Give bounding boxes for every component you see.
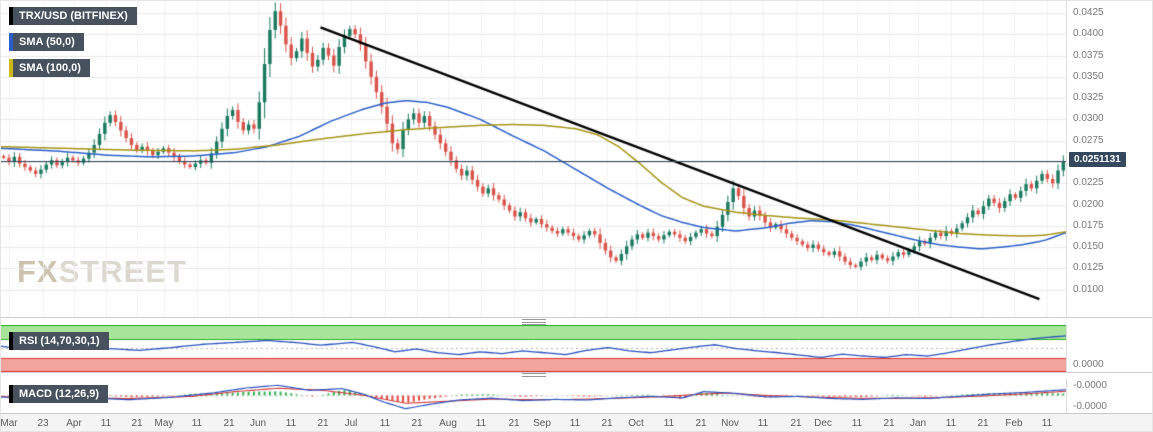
- time-tick-label: 21: [411, 418, 423, 429]
- rsi-axis[interactable]: 0.0000: [1066, 325, 1152, 372]
- time-tick-label: Nov: [721, 418, 739, 429]
- macd-legend-label: MACD (12,26,9): [19, 388, 100, 400]
- macd-axis-bottom-value: -0.0000: [1073, 401, 1107, 412]
- rsi-legend[interactable]: RSI (14,70,30,1): [9, 332, 109, 350]
- time-tick-label: 21: [695, 418, 707, 429]
- price-tick-label: 0.0225: [1073, 177, 1104, 189]
- time-tick-label: 11: [945, 418, 957, 429]
- time-tick-label: 11: [1041, 418, 1053, 429]
- price-tick-label: 0.0350: [1073, 70, 1104, 82]
- time-tick-label: 11: [379, 418, 391, 429]
- time-tick-label: Sep: [533, 418, 551, 429]
- time-tick-label: 21: [317, 418, 329, 429]
- time-tick-label: Dec: [814, 418, 832, 429]
- legend-sma50-label: SMA (50,0): [19, 36, 75, 48]
- main-panel: FXSTREET TRX/USD (BITFINEX) SMA (50,0) S…: [1, 1, 1152, 317]
- macd-panel: MACD (12,26,9) -0.0000 -0.0000: [1, 378, 1152, 413]
- time-tick-label: 21: [601, 418, 613, 429]
- macd-plot[interactable]: MACD (12,26,9): [1, 378, 1066, 413]
- macd-legend[interactable]: MACD (12,26,9): [9, 385, 109, 403]
- price-tick-label: 0.0125: [1073, 262, 1104, 274]
- rsi-legend-label: RSI (14,70,30,1): [19, 335, 100, 347]
- time-tick-label: Mar: [0, 418, 18, 429]
- time-tick-label: 21: [131, 418, 143, 429]
- last-price-badge: 0.0251131: [1069, 152, 1126, 168]
- time-tick-label: Jun: [249, 418, 267, 429]
- macd-axis[interactable]: -0.0000 -0.0000: [1066, 378, 1152, 413]
- price-tick-label: 0.0400: [1073, 28, 1104, 40]
- legend-sma50[interactable]: SMA (50,0): [9, 33, 84, 51]
- time-tick-label: 21: [790, 418, 802, 429]
- time-tick-label: 11: [757, 418, 769, 429]
- time-tick-label: Aug: [439, 418, 457, 429]
- time-tick-label: Jul: [344, 418, 358, 429]
- price-tick-label: 0.0275: [1073, 134, 1104, 146]
- time-tick-label: 11: [100, 418, 112, 429]
- legend-sma100-label: SMA (100,0): [19, 62, 81, 74]
- price-tick-label: 0.0300: [1073, 113, 1104, 125]
- price-tick-label: 0.0175: [1073, 219, 1104, 231]
- price-tick-label: 0.0325: [1073, 92, 1104, 104]
- rsi-plot[interactable]: RSI (14,70,30,1): [1, 325, 1066, 372]
- price-tick-label: 0.0100: [1073, 283, 1104, 295]
- time-tick-label: 11: [285, 418, 297, 429]
- time-tick-label: 11: [475, 418, 487, 429]
- time-axis[interactable]: Mar 23 Apr 11 21 May 11 21 Jun 11 21 Jul 11 21 Aug 11 21…: [0, 413, 1152, 431]
- time-tick-label: Feb: [1005, 418, 1023, 429]
- macd-axis-top-value: -0.0000: [1073, 380, 1107, 391]
- time-tick-label: 11: [569, 418, 581, 429]
- time-tick-label: 21: [508, 418, 520, 429]
- time-tick-label: 11: [851, 418, 863, 429]
- time-tick-label: Apr: [66, 418, 82, 429]
- price-tick-label: 0.0200: [1073, 198, 1104, 210]
- drag-handle-icon[interactable]: [522, 319, 546, 325]
- rsi-canvas[interactable]: [1, 325, 1066, 372]
- macd-canvas[interactable]: [1, 378, 1066, 413]
- price-tick-label: 0.0150: [1073, 241, 1104, 253]
- time-tick-label: 21: [883, 418, 895, 429]
- main-chart-plot[interactable]: FXSTREET TRX/USD (BITFINEX) SMA (50,0) S…: [1, 1, 1066, 317]
- time-tick-label: 23: [37, 418, 49, 429]
- legend-sma100[interactable]: SMA (100,0): [9, 59, 90, 77]
- price-tick-label: 0.0425: [1073, 6, 1104, 18]
- panel-separator-rsi: [1, 317, 1152, 325]
- time-tick-label: May: [154, 418, 174, 429]
- time-tick-label: Oct: [628, 418, 644, 429]
- legend-symbol[interactable]: TRX/USD (BITFINEX): [9, 7, 137, 25]
- time-tick-label: 11: [663, 418, 675, 429]
- legend-symbol-label: TRX/USD (BITFINEX): [19, 10, 128, 22]
- time-tick-label: 21: [223, 418, 235, 429]
- rsi-panel: RSI (14,70,30,1) 0.0000: [1, 325, 1152, 372]
- candlestick-canvas[interactable]: [1, 1, 1066, 317]
- time-tick-label: Jan: [909, 418, 927, 429]
- price-tick-label: 0.0375: [1073, 49, 1104, 61]
- price-axis[interactable]: 0.0251131 0.0425 0.0400 0.0375 0.0350 0.0325…: [1066, 1, 1152, 317]
- time-tick-label: 11: [191, 418, 203, 429]
- rsi-axis-value: 0.0000: [1073, 359, 1104, 370]
- time-tick-label: 21: [977, 418, 989, 429]
